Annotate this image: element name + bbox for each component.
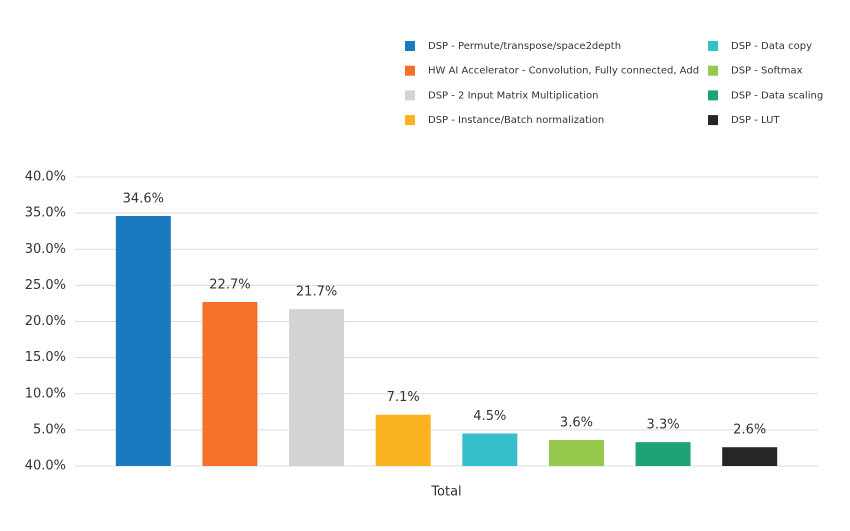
value-label: 34.6% [123, 192, 164, 207]
bar [635, 442, 691, 466]
legend-label: DSP - LUT [731, 115, 780, 126]
y-tick-label: 30.0% [25, 242, 66, 257]
legend-swatch [708, 65, 718, 76]
legend-swatch [708, 115, 718, 126]
bar [289, 309, 345, 466]
value-label: 4.5% [473, 409, 506, 424]
legend-label: DSP - Data scaling [731, 90, 823, 101]
legend-label: DSP - Permute/transpose/space2depth [428, 41, 621, 52]
bar [462, 433, 518, 466]
y-tick-label: 20.0% [25, 314, 66, 329]
legend-swatch [405, 90, 415, 101]
legend-swatch [708, 90, 718, 101]
legend-label: DSP - Data copy [731, 41, 812, 52]
y-tick-label: 15.0% [25, 350, 66, 365]
y-tick-label: 5.0% [33, 422, 66, 437]
value-label: 2.6% [733, 423, 766, 438]
legend-label: DSP - Instance/Batch normalization [428, 115, 604, 126]
legend-swatch [405, 41, 415, 51]
value-label: 7.1% [387, 390, 420, 405]
x-tick-label: Total [430, 485, 461, 500]
bar [722, 447, 778, 466]
legend-label: HW AI Accelerator - Convolution, Fully c… [428, 66, 699, 77]
legend-swatch [405, 65, 415, 76]
legend-swatch [708, 41, 718, 51]
bar [115, 216, 171, 466]
bar [548, 439, 604, 466]
y-tick-label: 40.0% [25, 170, 66, 185]
bar [375, 414, 431, 466]
legend-swatch [405, 115, 415, 126]
y-tick-label: 35.0% [25, 206, 66, 221]
bar [202, 301, 258, 466]
value-label: 3.6% [560, 415, 593, 430]
legend-label: DSP - Softmax [731, 66, 803, 77]
value-label: 3.3% [647, 418, 680, 433]
y-tick-label: 10.0% [25, 386, 66, 401]
value-label: 22.7% [209, 277, 250, 292]
legend-label: DSP - 2 Input Matrix Multiplication [428, 90, 598, 101]
y-tick-label: 40.0% [25, 459, 66, 474]
y-tick-label: 25.0% [25, 278, 66, 293]
value-label: 21.7% [296, 285, 337, 300]
